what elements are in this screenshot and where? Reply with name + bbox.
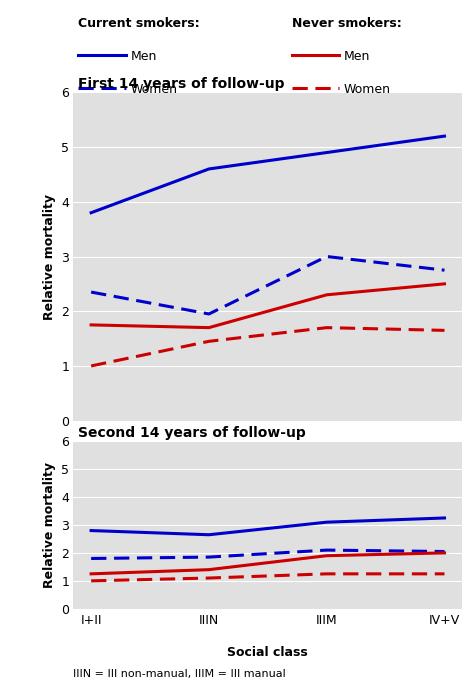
Text: Current smokers:: Current smokers: xyxy=(78,17,200,30)
Text: Men: Men xyxy=(344,50,370,63)
Y-axis label: Relative mortality: Relative mortality xyxy=(43,194,56,319)
Text: Never smokers:: Never smokers: xyxy=(292,17,401,30)
Y-axis label: Relative mortality: Relative mortality xyxy=(43,462,56,588)
Text: Second 14 years of follow-up: Second 14 years of follow-up xyxy=(78,426,306,440)
Text: Social class: Social class xyxy=(228,646,308,659)
Text: IIIN = III non-manual, IIIM = III manual: IIIN = III non-manual, IIIM = III manual xyxy=(73,668,286,679)
Text: First 14 years of follow-up: First 14 years of follow-up xyxy=(78,77,285,91)
Text: Men: Men xyxy=(130,50,157,63)
Text: Women: Women xyxy=(130,83,177,96)
Text: Women: Women xyxy=(344,83,391,96)
